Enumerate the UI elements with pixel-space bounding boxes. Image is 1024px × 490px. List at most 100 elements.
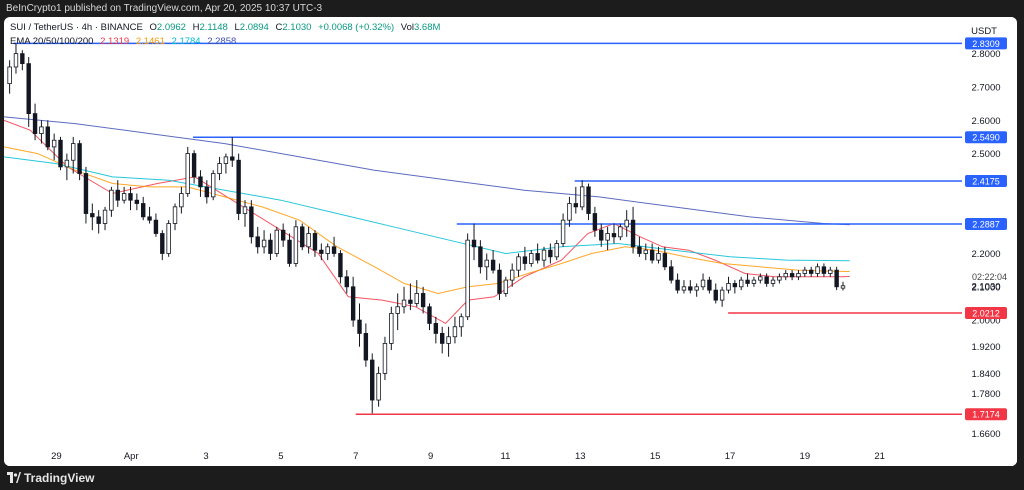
resistance-axis-tag-label: 2.8309 [972,39,1000,49]
candle-body [821,266,827,274]
change-value: +0.0068 (+0.32%) [318,22,395,33]
price-axis: 2.8000 2.7000 2.6000 2.5000 2.2000 2.1000 2.00… [962,17,1017,466]
symbol-name[interactable]: SUI / TetherUS · 4h · BINANCE [10,22,143,33]
candle-body [20,53,25,65]
candle-body [560,219,566,244]
candle-body [261,239,267,248]
candle-body [497,269,502,294]
candle-body [96,216,101,224]
low-label: L [234,22,240,33]
candle-body [134,199,140,204]
candle-body [548,249,553,258]
candle-body [770,279,776,284]
candle-body [45,126,50,148]
ema200-line [4,116,850,226]
candle-body [484,259,489,268]
candle-body [408,299,413,304]
ema-title[interactable]: EMA 20/50/100/200 [10,36,94,47]
high-label: H [192,22,200,33]
low-value: 2.0894 [239,22,269,33]
ema50-value: 2.1461 [135,36,165,47]
candle-body [662,253,668,268]
publish-line: BeInCrypto1 published on TradingView.com… [6,3,323,14]
candle-body [83,173,89,214]
open-value: 2.0962 [156,22,186,33]
candle-body [179,193,184,208]
ema100-value: 2.1784 [171,36,201,47]
candle-body [719,289,725,301]
symbol-legend[interactable]: SUI / TetherUS · 4h · BINANCE O2.0962 H2… [10,22,440,33]
candle-body [579,186,585,208]
candle-body [675,279,680,291]
candle-body [471,239,477,248]
ema100-line [4,156,850,262]
candle-body [567,203,572,221]
candle-body [745,279,750,284]
resistance-axis-tag-label: 2.5490 [972,133,1000,143]
time-tick-label: 5 [278,451,283,462]
price-tick-label: 2.8000 [971,49,1000,60]
open-label: O [149,22,157,33]
candle-body [783,273,788,278]
candle-body [490,259,496,271]
candle-body [204,186,210,198]
candle-body [26,63,31,114]
candle-body [338,253,343,278]
candle-body [592,213,598,231]
price-tick-label: 2.5000 [971,149,1000,160]
support-axis-tag-label: 2.0212 [972,309,1000,319]
candle-body [370,359,375,401]
candle-body [51,139,57,148]
price-chart[interactable]: 2.8309 2.5490 2.4175 2.2887 2.0212 1.7174 2.8… [4,17,1017,466]
candle-body [554,243,559,258]
high-value: 2.1148 [199,22,228,33]
resistance-axis-tag [965,37,1007,50]
candle-body [32,113,38,134]
publish-bar: BeInCrypto1 published on TradingView.com… [0,0,1024,17]
candle-body [185,153,190,194]
candle-body [141,203,146,218]
candle-body [828,269,833,274]
candle-body [840,285,846,289]
candle-body [331,246,337,254]
candle-body [541,249,547,261]
candle-body [694,286,699,291]
candle-body [618,226,623,238]
candle-body [802,269,808,274]
candle-body [681,286,687,291]
candle-body [325,246,330,254]
candle-body [300,226,305,248]
candle-body [586,186,591,214]
candle-body [669,266,674,281]
candle-body [363,333,369,361]
time-tick-label: 19 [800,451,811,462]
candle-body [459,316,464,328]
price-tick-label: 2.1000 [971,282,1000,293]
candle-body [71,143,76,161]
currency-label[interactable]: USDT [971,26,997,37]
support-axis-tag [965,408,1007,421]
chart-panel[interactable]: 2.8309 2.5490 2.4175 2.2887 2.0212 1.7174 2.8… [4,17,1017,466]
candle-body [102,209,108,224]
candle-body [115,189,120,201]
candle-body [751,279,757,284]
candle-body [395,306,400,314]
candle-body [573,203,579,208]
candle-body [77,143,82,174]
candle-body [210,173,216,198]
candle-body [128,193,133,201]
candle-body [64,159,70,168]
candle-body [401,299,407,308]
ema-legend[interactable]: EMA 20/50/100/200 2.1319 2.1461 2.1784 2… [10,36,236,47]
candle-body [344,276,349,288]
ema20-line [4,119,850,325]
candle-body [376,372,381,401]
candle-body [191,153,197,178]
candle-body [529,253,534,264]
candle-body [166,223,171,254]
candle-body [274,229,280,254]
candle-body [287,239,292,264]
candle-body [433,323,439,334]
volume-value: 3.68M [413,22,441,33]
